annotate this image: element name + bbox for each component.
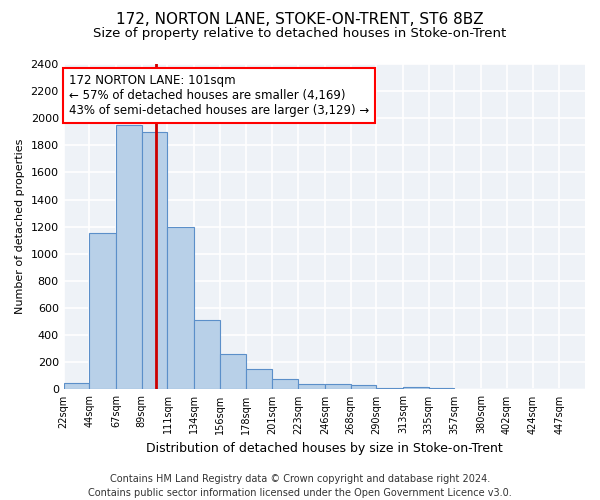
Bar <box>559 389 585 390</box>
Bar <box>116 125 142 390</box>
Bar <box>429 388 454 390</box>
Bar <box>142 132 167 390</box>
Text: 172 NORTON LANE: 101sqm
← 57% of detached houses are smaller (4,169)
43% of semi: 172 NORTON LANE: 101sqm ← 57% of detache… <box>69 74 369 117</box>
Bar <box>403 388 429 390</box>
Bar <box>272 380 298 390</box>
Y-axis label: Number of detached properties: Number of detached properties <box>15 139 25 314</box>
Bar <box>533 389 559 390</box>
Text: Size of property relative to detached houses in Stoke-on-Trent: Size of property relative to detached ho… <box>94 28 506 40</box>
Bar <box>454 389 481 390</box>
Bar <box>298 384 325 390</box>
X-axis label: Distribution of detached houses by size in Stoke-on-Trent: Distribution of detached houses by size … <box>146 442 503 455</box>
Bar <box>325 384 350 390</box>
Bar <box>350 386 376 390</box>
Text: Contains HM Land Registry data © Crown copyright and database right 2024.
Contai: Contains HM Land Registry data © Crown c… <box>88 474 512 498</box>
Bar <box>89 234 116 390</box>
Bar <box>507 389 533 390</box>
Bar <box>167 226 194 390</box>
Bar <box>220 354 245 390</box>
Bar <box>245 369 272 390</box>
Bar <box>64 382 89 390</box>
Bar <box>481 389 507 390</box>
Text: 172, NORTON LANE, STOKE-ON-TRENT, ST6 8BZ: 172, NORTON LANE, STOKE-ON-TRENT, ST6 8B… <box>116 12 484 28</box>
Bar <box>376 388 403 390</box>
Bar <box>194 320 220 390</box>
